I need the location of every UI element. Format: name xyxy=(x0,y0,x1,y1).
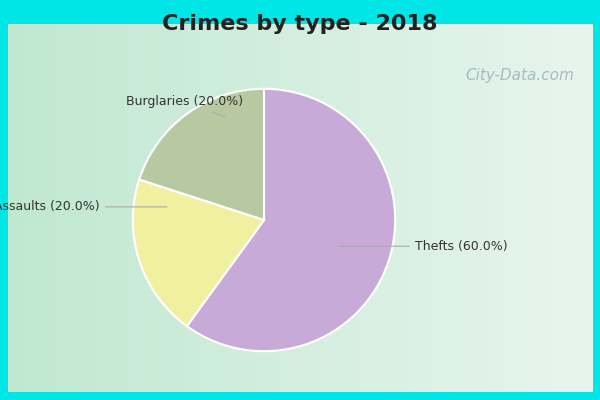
Text: Burglaries (20.0%): Burglaries (20.0%) xyxy=(126,96,244,117)
Text: Assaults (20.0%): Assaults (20.0%) xyxy=(0,200,167,213)
Wedge shape xyxy=(133,180,264,326)
Text: City-Data.com: City-Data.com xyxy=(466,68,575,83)
Text: Thefts (60.0%): Thefts (60.0%) xyxy=(339,240,508,253)
Wedge shape xyxy=(139,89,264,220)
Text: Crimes by type - 2018: Crimes by type - 2018 xyxy=(162,14,438,34)
Wedge shape xyxy=(187,89,395,351)
